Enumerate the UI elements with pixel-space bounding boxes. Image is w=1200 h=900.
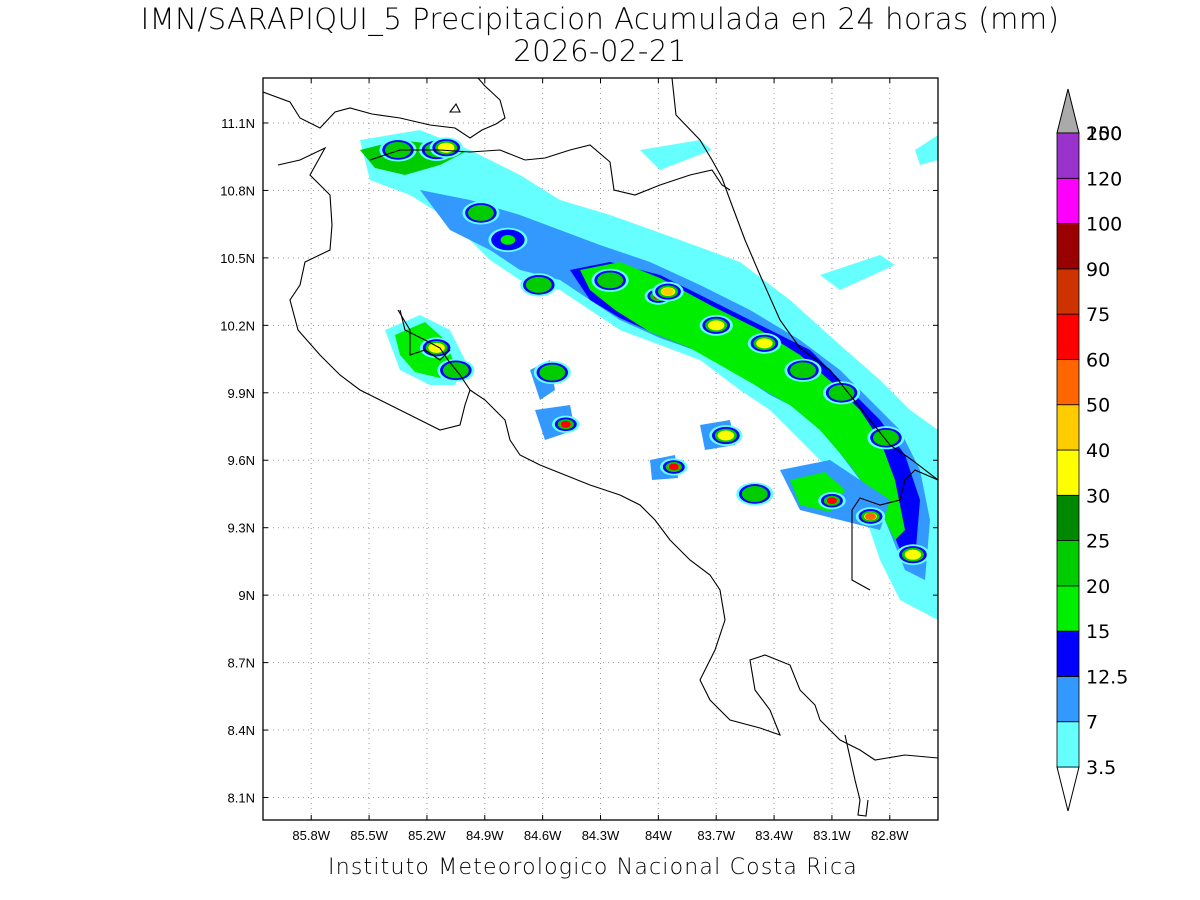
colorbar-swatch [1056, 404, 1080, 451]
colorbar-swatch [1056, 177, 1080, 224]
x-tick-label: 82.8W [871, 828, 909, 843]
colorbar-label: 15 [1086, 621, 1110, 643]
rain-cell-core [906, 550, 920, 559]
y-tick-label: 9N [238, 588, 255, 603]
colorbar-label: 3.5 [1086, 757, 1116, 779]
x-tick-label: 83.7W [697, 828, 735, 843]
colorbar-label: 120 [1086, 168, 1122, 190]
rain-cell-core [709, 321, 723, 330]
coastline-north [263, 78, 506, 139]
colorbar-label: 20 [1086, 576, 1110, 598]
x-tick-label: 84.6W [524, 828, 562, 843]
y-tick-label: 8.4N [228, 723, 255, 738]
precipitation-field [360, 130, 938, 620]
border-northwest [397, 309, 451, 361]
colorbar-label: 100 [1086, 214, 1122, 236]
x-tick-label: 84W [645, 828, 672, 843]
colorbar-top-arrow [1056, 88, 1080, 134]
rain-band [640, 140, 712, 170]
rain-cell-core [430, 343, 443, 352]
x-tick-label: 85.8W [292, 828, 330, 843]
x-tick-label: 83.4W [755, 828, 793, 843]
rain-cell-core [500, 235, 516, 245]
colorbar-label: 75 [1086, 304, 1110, 326]
rain-cell-core [531, 280, 546, 290]
colorbar-bottom-arrow [1056, 766, 1080, 812]
rain-cell-core [719, 431, 733, 440]
rain-cell-core [545, 367, 560, 378]
colorbar-label: 12.5 [1086, 666, 1128, 688]
colorbar-swatch [1056, 313, 1080, 360]
coastline-pacific [277, 146, 471, 431]
coastline-osa [844, 734, 869, 817]
rain-band [820, 255, 895, 290]
colorbar-swatch [1056, 132, 1080, 179]
colorbar-label: 50 [1086, 395, 1110, 417]
colorbar-swatch [1056, 223, 1080, 270]
border-south [851, 469, 938, 591]
rain-cell-core [473, 208, 488, 218]
y-tick-label: 8.7N [228, 656, 255, 671]
y-tick-label: 11.1N [221, 116, 255, 131]
footer-credit: Instituto Meteorologico Nacional Costa R… [328, 855, 858, 880]
rain-cell-core [864, 512, 877, 521]
rain-cell-core [826, 497, 838, 505]
colorbar-label: 7 [1086, 712, 1098, 734]
y-tick-label: 10.5N [220, 251, 255, 266]
y-tick-label: 9.3N [228, 521, 255, 536]
map-date: 2026-02-21 [513, 34, 687, 68]
map-title: IMN/SARAPIQUI_5 Precipitacion Acumulada … [140, 2, 1060, 36]
colorbar-swatch [1056, 449, 1080, 496]
colorbar-label: 40 [1086, 440, 1110, 462]
colorbar-label: 60 [1086, 349, 1110, 371]
y-tick-label: 10.8N [220, 183, 255, 198]
colorbar-swatch [1056, 268, 1080, 315]
colorbar-label: 150 [1086, 123, 1122, 145]
rain-cell-core [603, 275, 618, 286]
y-axis: 11.1N 10.8N 10.5N 10.2N 9.9N 9.6N 9.3N 9N 8.7N 8.… [220, 116, 938, 806]
coastline-gulf-nicoya [469, 389, 938, 761]
x-axis: 85.8W 85.5W 85.2W 84.9W 84.6W 84.3W 84W 83.7W 83… [292, 78, 909, 843]
rain-cell-core [747, 489, 762, 499]
rain-cell-core [560, 420, 571, 428]
rain-cell-core [668, 463, 679, 471]
rain-band [915, 135, 938, 165]
rain-cell-core [796, 365, 810, 375]
y-tick-label: 10.2N [220, 318, 255, 333]
colorbar-swatch [1056, 676, 1080, 723]
colorbar-swatch [1056, 494, 1080, 541]
colorbar-swatch [1056, 359, 1080, 406]
y-tick-label: 9.6N [228, 453, 255, 468]
island-icon [448, 102, 461, 113]
x-tick-label: 85.2W [408, 828, 446, 843]
rain-band [580, 262, 905, 540]
colorbar-swatch [1056, 585, 1080, 632]
y-tick-label: 8.1N [228, 791, 255, 806]
colorbar-label: 25 [1086, 531, 1110, 553]
colorbar-label: 200 [1086, 123, 1122, 145]
rain-cell-core [758, 339, 771, 348]
border-north [369, 144, 731, 196]
colorbar-swatch [1056, 540, 1080, 587]
colorbar-label: 90 [1086, 259, 1110, 281]
rain-cell-core [662, 287, 674, 296]
rain-cell-core [834, 388, 849, 398]
colorbar-label: 30 [1086, 485, 1110, 507]
x-tick-label: 85.5W [350, 828, 388, 843]
coastline-caribbean [671, 78, 938, 481]
colorbar-swatch [1056, 630, 1080, 677]
y-tick-label: 9.9N [228, 386, 255, 401]
x-tick-label: 84.9W [466, 828, 504, 843]
colorbar-swatch [1056, 721, 1080, 768]
x-tick-label: 84.3W [582, 828, 620, 843]
x-tick-label: 83.1W [813, 828, 851, 843]
coastline [263, 78, 938, 817]
